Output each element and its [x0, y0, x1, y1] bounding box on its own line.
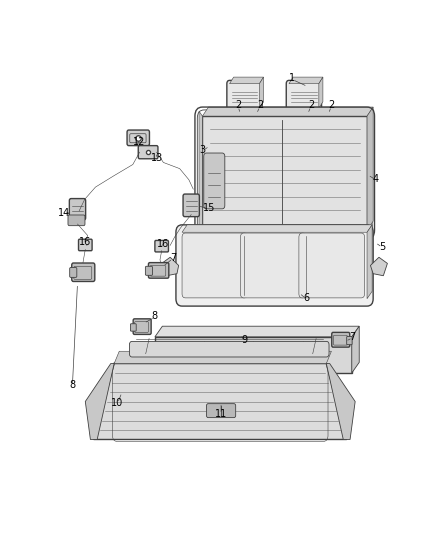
- FancyBboxPatch shape: [183, 194, 199, 216]
- FancyBboxPatch shape: [182, 233, 247, 298]
- FancyBboxPatch shape: [206, 403, 236, 418]
- Polygon shape: [352, 326, 359, 373]
- Text: 8: 8: [69, 380, 75, 390]
- Polygon shape: [155, 337, 352, 373]
- Polygon shape: [230, 77, 264, 84]
- FancyBboxPatch shape: [295, 130, 300, 135]
- FancyBboxPatch shape: [236, 130, 241, 135]
- FancyBboxPatch shape: [145, 266, 152, 276]
- Text: 7: 7: [350, 332, 356, 342]
- FancyBboxPatch shape: [78, 239, 92, 251]
- Polygon shape: [259, 77, 264, 108]
- FancyBboxPatch shape: [204, 153, 225, 209]
- Text: 10: 10: [111, 398, 124, 408]
- Text: 4: 4: [372, 174, 378, 184]
- FancyBboxPatch shape: [247, 130, 252, 135]
- Polygon shape: [199, 111, 202, 230]
- FancyBboxPatch shape: [69, 199, 86, 220]
- FancyBboxPatch shape: [155, 240, 169, 252]
- FancyBboxPatch shape: [70, 268, 77, 277]
- Text: 11: 11: [215, 409, 227, 418]
- Text: 8: 8: [152, 311, 158, 321]
- Polygon shape: [94, 364, 346, 440]
- Polygon shape: [202, 116, 367, 230]
- Text: 2: 2: [308, 100, 314, 110]
- Polygon shape: [182, 225, 372, 232]
- FancyBboxPatch shape: [176, 225, 373, 306]
- Text: 13: 13: [151, 154, 162, 163]
- FancyBboxPatch shape: [299, 233, 364, 298]
- Text: 16: 16: [156, 239, 169, 249]
- FancyBboxPatch shape: [72, 263, 95, 281]
- FancyBboxPatch shape: [346, 336, 352, 345]
- Polygon shape: [136, 345, 155, 368]
- Text: 9: 9: [242, 335, 248, 345]
- Polygon shape: [371, 257, 387, 276]
- FancyBboxPatch shape: [133, 319, 151, 334]
- Text: 5: 5: [379, 241, 385, 252]
- Polygon shape: [162, 257, 179, 276]
- FancyBboxPatch shape: [68, 215, 85, 225]
- Text: 1: 1: [290, 74, 295, 83]
- FancyBboxPatch shape: [148, 263, 169, 278]
- Polygon shape: [202, 107, 373, 116]
- Polygon shape: [289, 77, 323, 84]
- Polygon shape: [114, 351, 332, 364]
- Polygon shape: [367, 225, 372, 298]
- FancyBboxPatch shape: [286, 80, 321, 111]
- Polygon shape: [85, 364, 114, 440]
- FancyBboxPatch shape: [127, 130, 149, 146]
- Polygon shape: [367, 107, 373, 230]
- FancyBboxPatch shape: [306, 130, 311, 135]
- FancyBboxPatch shape: [332, 333, 350, 347]
- Text: 15: 15: [203, 204, 215, 213]
- Text: 2: 2: [328, 100, 335, 110]
- Polygon shape: [326, 364, 355, 440]
- FancyBboxPatch shape: [131, 324, 136, 331]
- Text: 6: 6: [303, 293, 309, 303]
- Text: 3: 3: [199, 145, 205, 155]
- Text: 7: 7: [170, 253, 176, 263]
- Text: 2: 2: [235, 100, 241, 110]
- FancyBboxPatch shape: [130, 342, 329, 357]
- Text: 16: 16: [78, 238, 91, 247]
- Text: 2: 2: [257, 100, 263, 110]
- FancyBboxPatch shape: [227, 80, 262, 111]
- FancyBboxPatch shape: [240, 233, 306, 298]
- Polygon shape: [319, 77, 323, 108]
- Polygon shape: [155, 326, 359, 337]
- Text: 12: 12: [133, 137, 145, 147]
- FancyBboxPatch shape: [138, 146, 158, 159]
- Text: 14: 14: [58, 207, 71, 217]
